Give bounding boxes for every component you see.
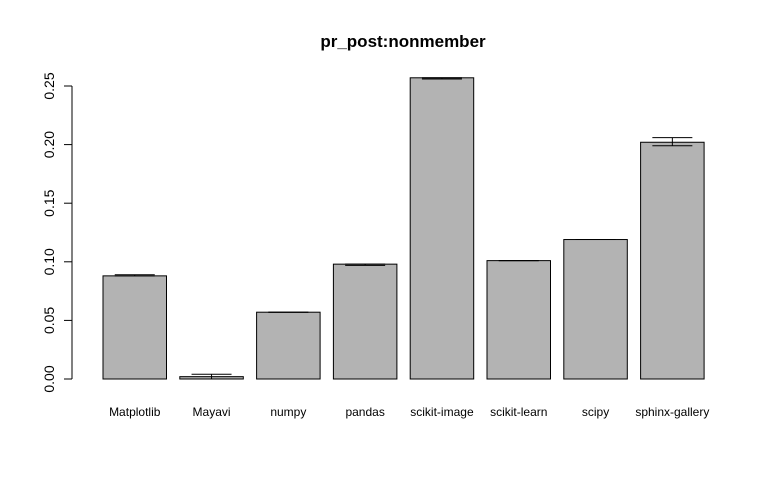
bar-scipy [563, 239, 628, 380]
bar-numpy [256, 311, 321, 380]
bar-sphinx-gallery [640, 141, 705, 380]
y-tick-label: 0.25 [41, 72, 57, 99]
x-tick-label: pandas [345, 405, 384, 419]
y-tick-label: 0.10 [41, 248, 57, 275]
bar-scikit-learn [486, 260, 551, 380]
bar-scikit-image [409, 77, 475, 380]
y-tick-label: 0.20 [41, 131, 57, 158]
x-tick-label: scipy [582, 405, 609, 419]
bars [102, 77, 705, 380]
y-tick-label: 0.15 [41, 189, 57, 216]
bar-pandas [332, 263, 398, 380]
chart-title: pr_post:nonmember [320, 32, 486, 51]
y-axis: 0.00 0.05 0.10 0.15 0.20 0.25 [41, 72, 73, 393]
x-tick-label: numpy [270, 405, 306, 419]
bar-matplotlib [102, 275, 167, 380]
error-bars [114, 77, 693, 380]
x-tick-label: scikit-learn [490, 405, 547, 419]
x-tick-label: scikit-image [410, 405, 474, 419]
x-tick-label: Mayavi [193, 405, 231, 419]
x-tick-label: sphinx-gallery [635, 405, 709, 419]
y-tick-label: 0.00 [41, 365, 57, 392]
y-tick-label: 0.05 [41, 307, 57, 334]
x-axis-labels: Matplotlib Mayavi numpy pandas scikit-image s… [109, 405, 709, 419]
x-tick-label: Matplotlib [109, 405, 161, 419]
